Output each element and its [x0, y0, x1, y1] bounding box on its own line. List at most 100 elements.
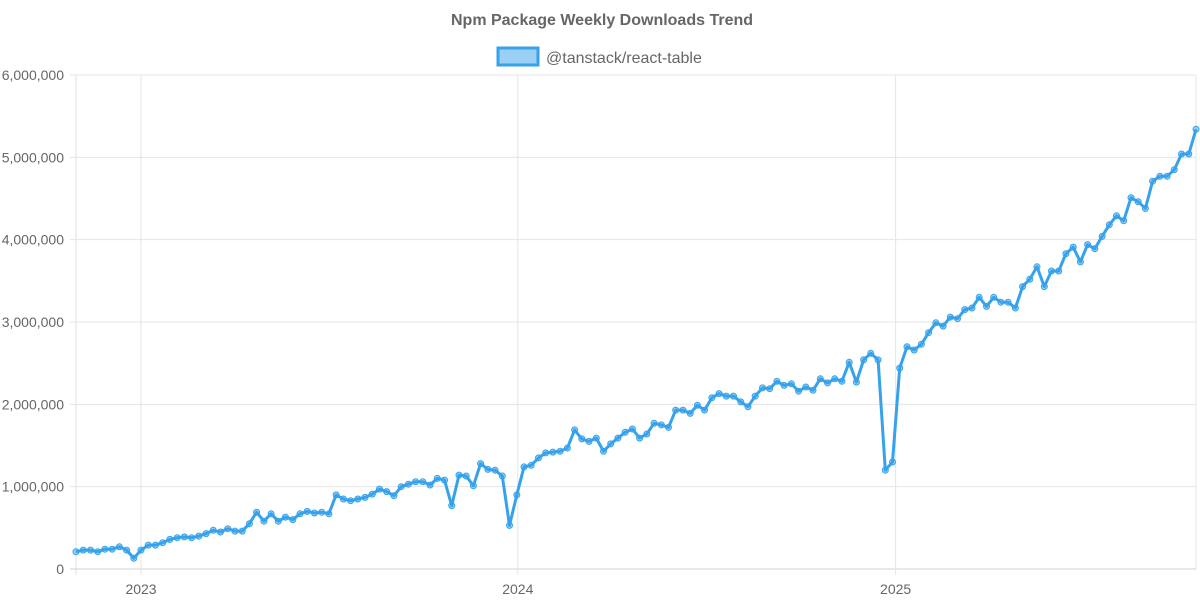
- data-point[interactable]: [87, 546, 94, 554]
- data-point[interactable]: [498, 472, 506, 480]
- data-point[interactable]: [802, 383, 810, 391]
- data-point[interactable]: [166, 535, 174, 543]
- data-point[interactable]: [1105, 221, 1113, 229]
- data-point[interactable]: [354, 495, 362, 503]
- data-point[interactable]: [72, 548, 80, 556]
- data-point[interactable]: [939, 322, 947, 330]
- data-point[interactable]: [347, 497, 355, 505]
- legend[interactable]: @tanstack/react-table: [496, 46, 702, 67]
- data-point[interactable]: [636, 434, 644, 442]
- data-point[interactable]: [881, 466, 889, 474]
- data-point[interactable]: [274, 517, 282, 525]
- data-point[interactable]: [860, 356, 868, 364]
- data-point[interactable]: [563, 444, 571, 452]
- data-point[interactable]: [932, 319, 940, 327]
- data-point[interactable]: [202, 530, 210, 538]
- data-point[interactable]: [441, 476, 448, 484]
- data-point[interactable]: [419, 478, 427, 486]
- data-point[interactable]: [296, 510, 304, 518]
- data-point[interactable]: [1048, 267, 1055, 275]
- data-point[interactable]: [925, 329, 933, 337]
- data-point[interactable]: [535, 454, 542, 462]
- data-point[interactable]: [130, 554, 138, 562]
- data-point[interactable]: [657, 421, 665, 429]
- data-point[interactable]: [231, 527, 239, 535]
- data-point[interactable]: [455, 471, 463, 479]
- data-point[interactable]: [433, 474, 441, 482]
- data-point[interactable]: [585, 437, 593, 445]
- data-point[interactable]: [376, 485, 383, 493]
- data-point[interactable]: [614, 434, 622, 442]
- data-point[interactable]: [831, 375, 839, 383]
- data-point[interactable]: [744, 403, 752, 411]
- data-point[interactable]: [1149, 177, 1157, 185]
- data-point[interactable]: [195, 532, 203, 540]
- data-point[interactable]: [491, 466, 499, 474]
- data-point[interactable]: [665, 423, 672, 431]
- data-point[interactable]: [650, 419, 658, 427]
- data-point[interactable]: [954, 315, 961, 323]
- data-point[interactable]: [477, 460, 485, 468]
- data-point[interactable]: [462, 472, 470, 480]
- data-point[interactable]: [527, 461, 535, 469]
- data-point[interactable]: [780, 381, 788, 389]
- data-point[interactable]: [751, 392, 759, 400]
- data-point[interactable]: [686, 409, 694, 417]
- data-point[interactable]: [628, 425, 636, 433]
- data-point[interactable]: [643, 430, 651, 438]
- data-point[interactable]: [267, 510, 275, 518]
- data-point[interactable]: [1011, 304, 1019, 312]
- data-point[interactable]: [1033, 263, 1041, 271]
- data-point[interactable]: [773, 377, 781, 385]
- data-point[interactable]: [715, 390, 723, 398]
- data-point[interactable]: [520, 463, 528, 471]
- data-point[interactable]: [253, 508, 261, 516]
- data-point[interactable]: [101, 545, 109, 553]
- data-point[interactable]: [1134, 198, 1142, 206]
- data-point[interactable]: [1004, 298, 1012, 306]
- data-point[interactable]: [983, 302, 990, 310]
- data-point[interactable]: [108, 545, 116, 553]
- data-point[interactable]: [209, 526, 217, 534]
- data-point[interactable]: [824, 379, 831, 387]
- data-point[interactable]: [961, 306, 969, 314]
- data-point[interactable]: [838, 377, 846, 385]
- data-point[interactable]: [426, 481, 434, 489]
- data-point[interactable]: [1069, 243, 1077, 251]
- data-point[interactable]: [809, 386, 817, 394]
- data-point[interactable]: [1026, 275, 1034, 283]
- data-point[interactable]: [412, 478, 420, 486]
- data-point[interactable]: [845, 358, 853, 366]
- data-point[interactable]: [621, 428, 629, 436]
- data-point[interactable]: [513, 491, 521, 499]
- data-point[interactable]: [600, 447, 607, 455]
- data-point[interactable]: [469, 482, 477, 490]
- data-point[interactable]: [571, 426, 579, 434]
- data-point[interactable]: [722, 392, 730, 400]
- data-point[interactable]: [260, 517, 268, 525]
- data-point[interactable]: [1062, 250, 1070, 258]
- data-point[interactable]: [874, 356, 882, 364]
- data-point[interactable]: [1076, 258, 1084, 266]
- data-point[interactable]: [693, 401, 701, 409]
- data-point[interactable]: [737, 398, 745, 406]
- data-point[interactable]: [896, 364, 904, 372]
- data-point[interactable]: [180, 533, 188, 541]
- data-point[interactable]: [289, 516, 297, 524]
- data-point[interactable]: [123, 546, 131, 554]
- data-point[interactable]: [311, 509, 318, 517]
- data-point[interactable]: [282, 513, 289, 521]
- data-point[interactable]: [1156, 172, 1164, 180]
- data-point[interactable]: [1178, 150, 1185, 158]
- data-point[interactable]: [708, 394, 716, 402]
- data-point[interactable]: [1098, 232, 1106, 240]
- data-point[interactable]: [137, 546, 145, 554]
- data-point[interactable]: [730, 392, 737, 400]
- data-point[interactable]: [1163, 172, 1171, 180]
- data-point[interactable]: [946, 313, 954, 321]
- data-point[interactable]: [1185, 150, 1193, 158]
- data-point[interactable]: [997, 298, 1005, 306]
- data-point[interactable]: [217, 528, 224, 536]
- data-point[interactable]: [917, 340, 925, 348]
- data-point[interactable]: [144, 541, 152, 549]
